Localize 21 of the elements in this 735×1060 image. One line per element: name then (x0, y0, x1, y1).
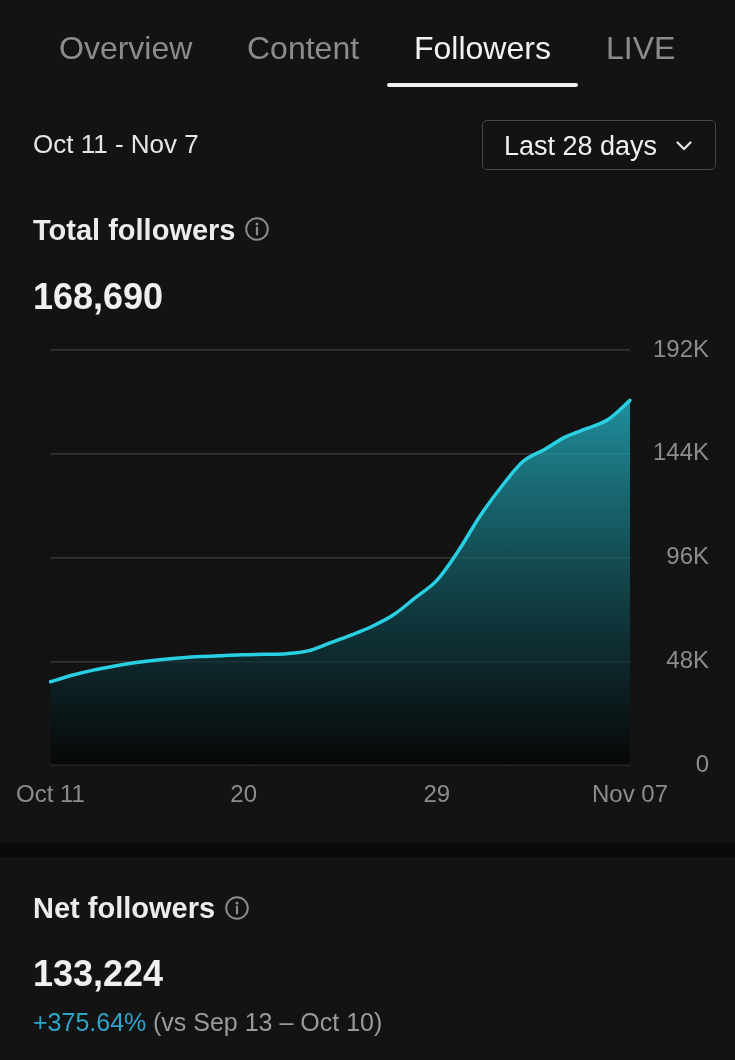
y-tick-label: 192K (652, 334, 709, 362)
x-tick-label: Nov 07 (591, 780, 669, 808)
x-tick-label: Oct 11 (16, 780, 85, 808)
y-tick-label: 96K (666, 542, 709, 570)
text: +375.64% (33, 1007, 147, 1037)
x-tick-label: 20 (230, 780, 257, 808)
x-tick-label: 29 (423, 780, 451, 808)
y-tick-label: 144K (652, 438, 709, 466)
text: Net followers (33, 890, 216, 926)
text: LIVE (606, 28, 676, 68)
text: (vs Sep 13 – Oct 10) (153, 1007, 383, 1037)
text: Oct 11 - Nov 7 (33, 129, 199, 161)
dropdown: Last 28 days (482, 120, 716, 170)
y-tick-label: 48K (666, 645, 709, 673)
y-tick-label: 0 (695, 749, 709, 777)
chart-subtitle: 168,690 (33, 275, 164, 319)
text: Followers (414, 28, 551, 68)
text: Content (247, 28, 360, 68)
text: 133,224 (33, 952, 164, 996)
text: Overview (59, 28, 193, 68)
chart-title: Total followers (33, 212, 236, 248)
